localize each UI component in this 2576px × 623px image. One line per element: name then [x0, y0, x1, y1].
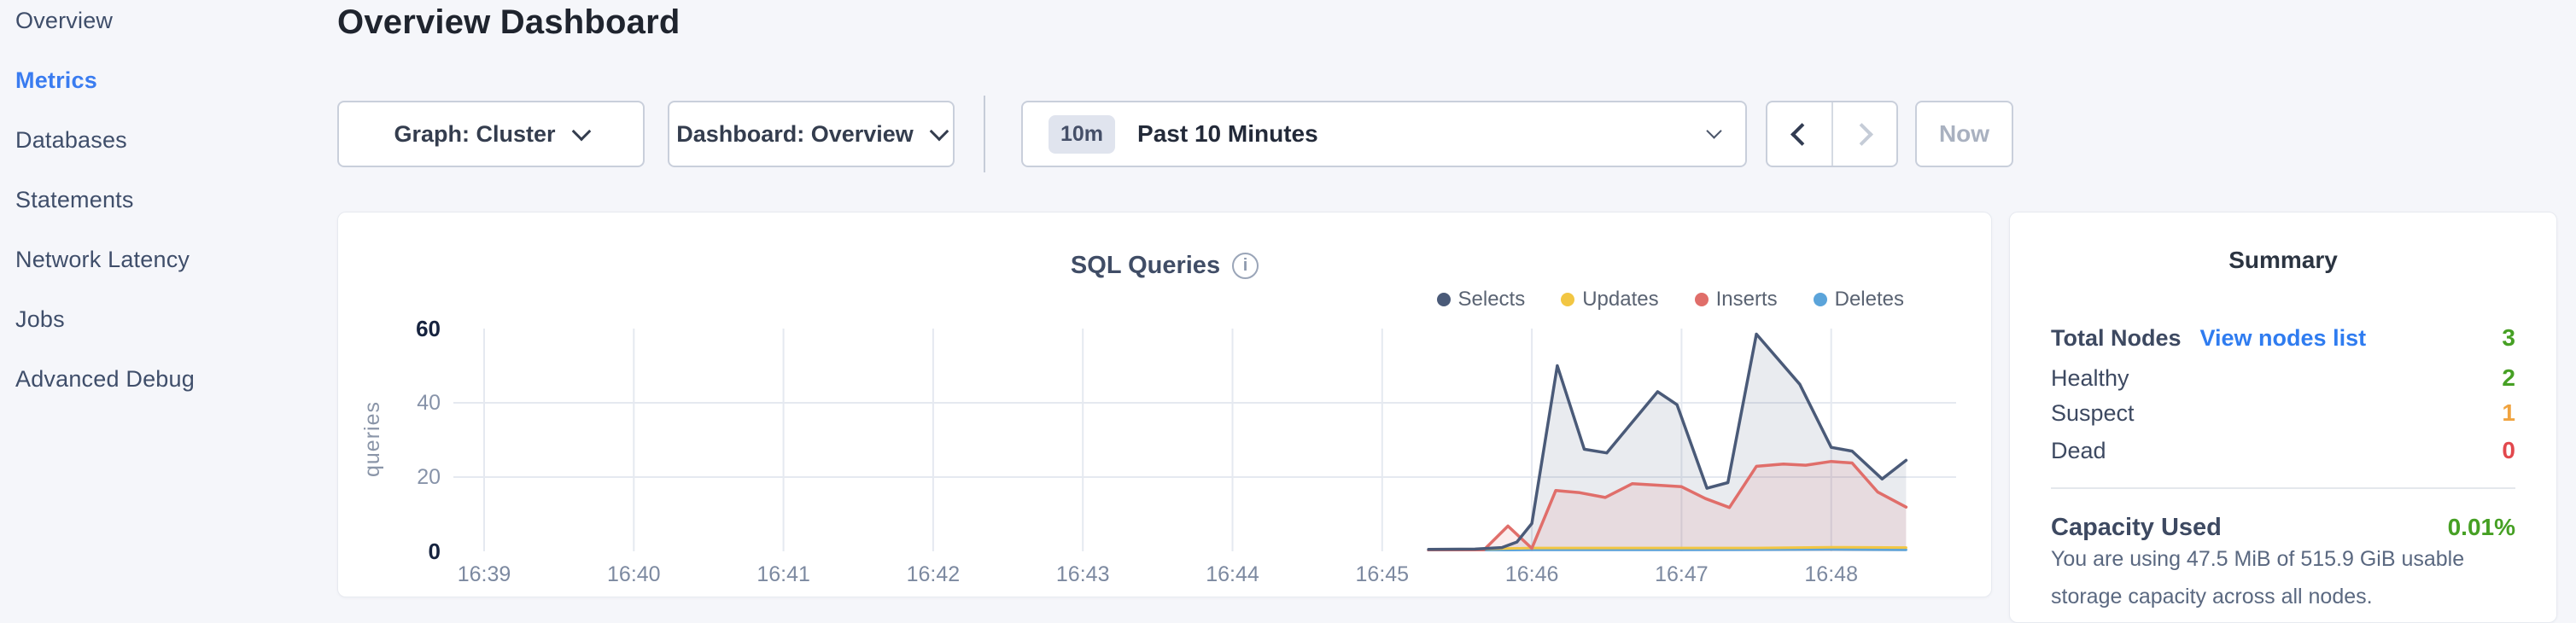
x-tick-label: 16:44	[1206, 562, 1259, 586]
y-axis-label: queries	[360, 401, 384, 478]
chevron-left-icon	[1790, 122, 1814, 146]
x-tick-label: 16:47	[1655, 562, 1709, 586]
y-tick-label: 20	[417, 465, 441, 489]
time-back-button[interactable]	[1767, 102, 1831, 166]
y-tick-label: 40	[417, 391, 441, 415]
chart-title-row: SQL Queries i	[338, 250, 1991, 281]
sidebar-item-label: Jobs	[15, 306, 65, 332]
x-tick-label: 16:45	[1355, 562, 1410, 586]
legend-label: Inserts	[1715, 288, 1778, 311]
capacity-used-row: Capacity Used 0.01%	[2051, 509, 2515, 546]
status-value: 1	[2502, 399, 2515, 426]
controls-row: Graph: Cluster Dashboard: Overview 10m P…	[337, 96, 2045, 172]
sidebar: Overview Metrics Databases Statements Networ…	[0, 0, 337, 409]
controls-divider	[984, 96, 985, 172]
time-pager	[1766, 101, 1898, 167]
x-tick-label: 16:42	[906, 562, 961, 586]
sidebar-item-network-latency[interactable]: Network Latency	[0, 230, 337, 289]
legend-item-deletes: Deletes	[1813, 288, 1904, 312]
legend-label: Selects	[1457, 288, 1526, 311]
x-tick-label: 16:40	[607, 562, 661, 586]
sidebar-item-label: Databases	[15, 126, 127, 153]
sidebar-item-label: Advanced Debug	[15, 365, 195, 392]
legend-dot-icon	[1813, 293, 1827, 306]
x-tick-label: 16:43	[1055, 562, 1110, 586]
sidebar-item-label: Metrics	[15, 67, 97, 93]
legend-item-updates: Updates	[1561, 288, 1659, 312]
legend-dot-icon	[1561, 293, 1575, 306]
legend-item-selects: Selects	[1436, 288, 1526, 312]
page-title: Overview Dashboard	[337, 3, 681, 41]
graph-dropdown-label: Graph: Cluster	[394, 120, 556, 147]
sidebar-item-jobs[interactable]: Jobs	[0, 289, 337, 349]
suspect-nodes-row: Suspect 1	[2051, 394, 2515, 432]
capacity-description: You are using 47.5 MiB of 515.9 GiB usab…	[2051, 547, 2465, 608]
status-label: Healthy	[2051, 364, 2129, 391]
sidebar-item-statements[interactable]: Statements	[0, 170, 337, 230]
chevron-right-icon	[1850, 122, 1874, 146]
sidebar-item-databases[interactable]: Databases	[0, 110, 337, 170]
total-nodes-row: Total Nodes View nodes list 3	[2051, 319, 2515, 357]
sidebar-item-label: Overview	[15, 7, 114, 33]
now-button[interactable]: Now	[1915, 101, 2013, 167]
y-tick-label: 60	[416, 316, 441, 341]
main-content: Overview Dashboard Graph: Cluster Dashbo…	[337, 0, 2576, 623]
time-range-badge: 10m	[1049, 114, 1116, 154]
plot-area	[453, 329, 1956, 551]
y-tick-label: 0	[428, 539, 441, 564]
legend-label: Updates	[1582, 288, 1659, 311]
sidebar-item-metrics[interactable]: Metrics	[0, 50, 337, 110]
capacity-used-label: Capacity Used	[2051, 513, 2222, 541]
x-tick-label: 16:48	[1804, 562, 1858, 586]
chart-title: SQL Queries	[1070, 251, 1221, 279]
x-tick-label: 16:39	[457, 562, 511, 586]
chevron-down-icon	[929, 121, 949, 141]
summary-panel: Summary Total Nodes View nodes list 3 He…	[2009, 212, 2557, 623]
sidebar-item-advanced-debug[interactable]: Advanced Debug	[0, 349, 337, 409]
legend-dot-icon	[1694, 293, 1709, 306]
sidebar-item-label: Statements	[15, 186, 134, 213]
dashboard-dropdown-label: Dashboard: Overview	[676, 120, 914, 147]
chevron-down-icon	[1706, 123, 1722, 139]
status-label: Suspect	[2051, 399, 2135, 426]
dashboard-dropdown[interactable]: Dashboard: Overview	[668, 101, 955, 167]
status-value: 2	[2502, 364, 2515, 391]
legend-label: Deletes	[1834, 288, 1904, 311]
x-tick-label: 16:46	[1504, 562, 1559, 586]
legend-item-inserts: Inserts	[1694, 288, 1778, 312]
x-tick-label: 16:41	[756, 562, 810, 586]
chevron-down-icon	[571, 121, 591, 141]
sidebar-item-overview[interactable]: Overview	[0, 0, 337, 50]
status-value: 0	[2502, 437, 2515, 463]
graph-dropdown[interactable]: Graph: Cluster	[337, 101, 645, 167]
sql-queries-chart-card: SQL Queries i Selects Updates Inserts Delet…	[337, 212, 1992, 597]
summary-divider	[2051, 487, 2515, 489]
healthy-nodes-row: Healthy 2	[2051, 359, 2515, 397]
status-label: Dead	[2051, 437, 2106, 463]
total-nodes-label: Total Nodes	[2051, 324, 2182, 351]
chart-legend: Selects Updates Inserts Deletes	[1436, 288, 1904, 312]
info-icon[interactable]: i	[1232, 252, 1259, 279]
legend-dot-icon	[1436, 293, 1451, 306]
view-nodes-list-link[interactable]: View nodes list	[2199, 324, 2367, 351]
capacity-used-value: 0.01%	[2447, 514, 2515, 540]
total-nodes-value: 3	[2502, 324, 2515, 351]
dead-nodes-row: Dead 0	[2051, 432, 2515, 469]
time-forward-button[interactable]	[1831, 102, 1897, 166]
sidebar-item-label: Network Latency	[15, 246, 190, 272]
time-range-label: Past 10 Minutes	[1137, 120, 1318, 147]
time-range-dropdown[interactable]: 10m Past 10 Minutes	[1021, 101, 1747, 167]
summary-title: Summary	[2228, 247, 2338, 273]
